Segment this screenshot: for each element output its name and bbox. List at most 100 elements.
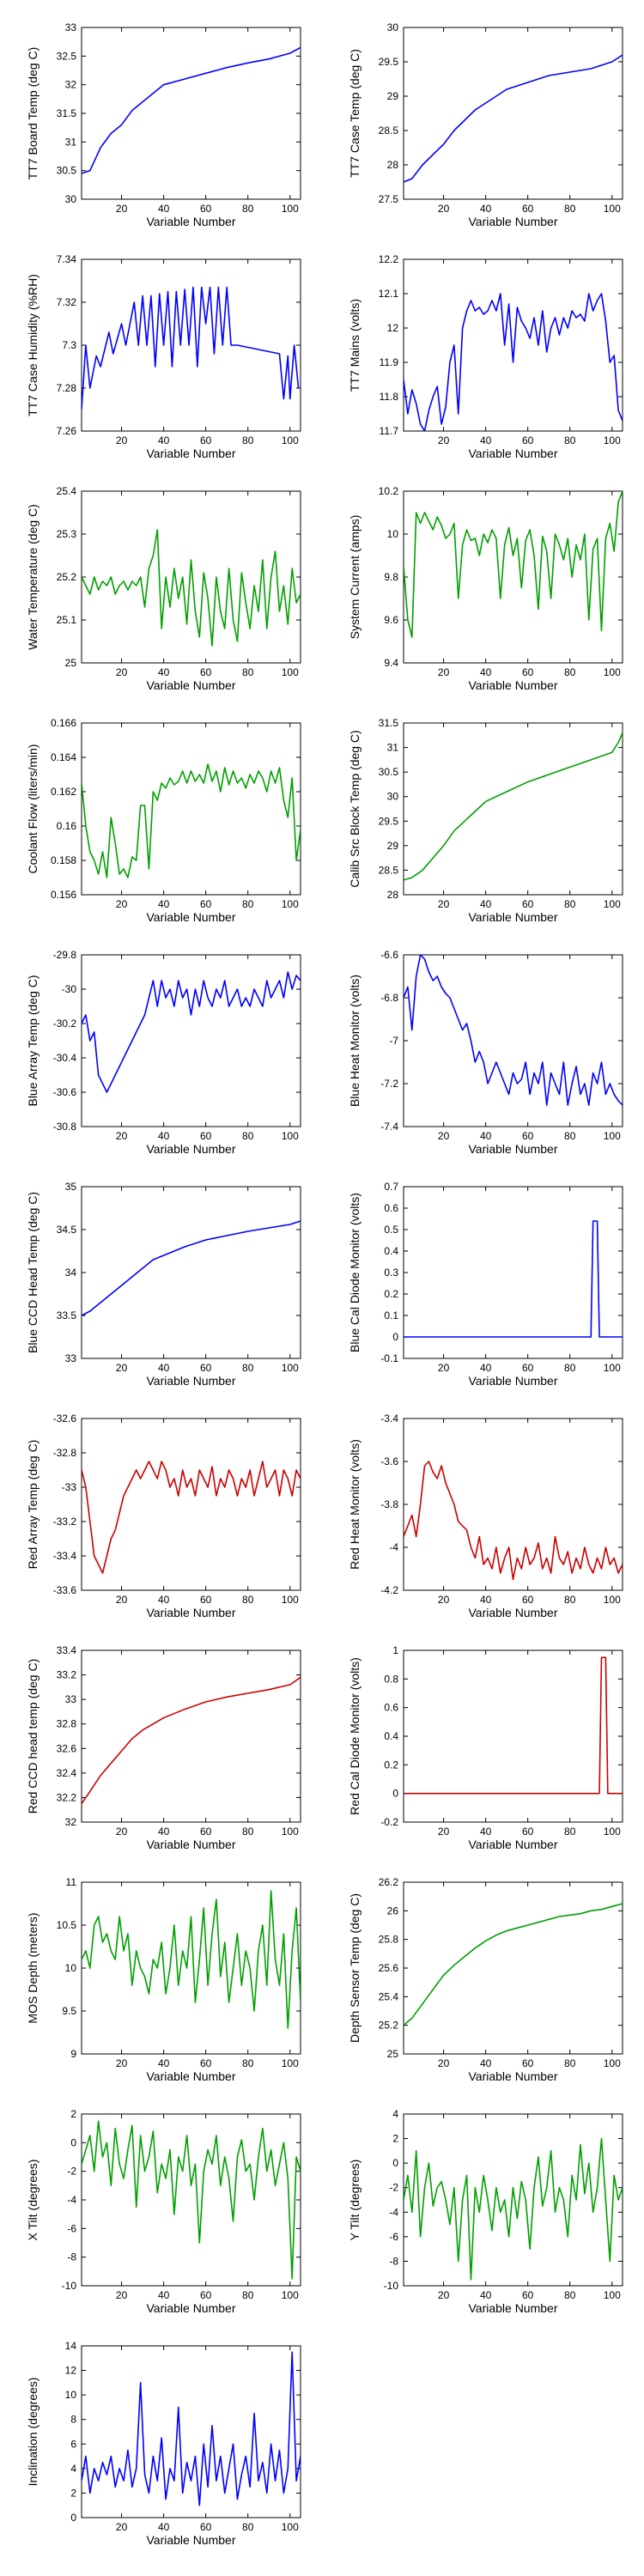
y-tick-label: 30 — [387, 21, 399, 33]
y-axis-label: Blue Cal Diode Monitor (volts) — [348, 1193, 361, 1352]
axes-frame — [403, 490, 623, 664]
y-tick-label: 10 — [65, 2389, 77, 2401]
y-tick-label: 33.4 — [57, 1644, 77, 1656]
x-tick-label: 40 — [158, 1362, 170, 1374]
y-tick-label: 11 — [66, 1876, 77, 1888]
x-tick-label: 80 — [564, 2289, 576, 2301]
x-tick-label: 40 — [158, 2289, 170, 2301]
x-tick-label: 60 — [522, 2057, 534, 2069]
subplot-7: 0.156 0.158 0.16 0.162 0.164 0.166 20 40 60 80 100… — [0, 708, 322, 939]
series-line — [82, 1220, 301, 1316]
x-tick-label: 100 — [604, 2289, 621, 2301]
y-tick-label: -0.1 — [380, 1352, 398, 1364]
y-tick-label: 0.2 — [384, 1759, 398, 1771]
y-tick-label: 33.5 — [57, 1309, 77, 1321]
y-axis-label: Y Tilt (degrees) — [348, 2160, 361, 2241]
series-line — [82, 1461, 301, 1574]
y-tick-label: 31.5 — [57, 107, 77, 119]
x-axis-label: Variable Number — [146, 215, 235, 228]
y-tick-label: 31.5 — [379, 717, 399, 729]
y-tick-label: 7.32 — [57, 296, 77, 308]
y-axis-label: Red Heat Monitor (volts) — [348, 1439, 361, 1570]
subplot-5: 25 25.1 25.2 25.3 25.4 20 40 60 80 100 Variable Nu… — [0, 476, 322, 708]
y-tick-label: 32.8 — [57, 1718, 77, 1730]
series-line — [82, 46, 301, 174]
x-tick-label: 80 — [242, 2521, 254, 2533]
subplot-6: 9.4 9.6 9.8 10 10.2 20 40 60 80 100 Variable Numbe… — [322, 476, 644, 708]
y-tick-label: -30.8 — [53, 1121, 77, 1133]
x-tick-label: 60 — [522, 1362, 534, 1374]
subplot-4: 11.7 11.8 11.9 12 12.1 12.2 20 40 60 80 100 Variabl… — [322, 244, 644, 476]
x-tick-label: 60 — [522, 898, 534, 910]
x-axis-label: Variable Number — [468, 910, 557, 924]
y-tick-label: 29 — [387, 90, 399, 102]
y-tick-label: 33.2 — [57, 1669, 77, 1681]
y-tick-label: 32.5 — [57, 50, 77, 62]
x-tick-label: 40 — [480, 2057, 492, 2069]
x-tick-label: 20 — [116, 434, 128, 447]
y-axis-label: Blue CCD Head Temp (deg C) — [26, 1192, 39, 1353]
chart-svg: 0.156 0.158 0.16 0.162 0.164 0.166 20 40 60 80 100… — [26, 717, 301, 924]
chart-svg: -10 -8 -6 -4 -2 0 2 4 20 40 60 80 100 Variable Number… — [348, 2108, 623, 2315]
y-tick-label: 31 — [387, 742, 399, 754]
y-tick-label: 25.8 — [379, 1934, 399, 1946]
y-tick-label: 0.1 — [384, 1309, 398, 1321]
series-line — [82, 2120, 301, 2280]
y-tick-label: -6 — [67, 2222, 76, 2234]
y-tick-label: 25.3 — [57, 528, 77, 540]
x-tick-label: 60 — [522, 434, 534, 447]
x-tick-label: 60 — [200, 203, 212, 215]
y-tick-label: -29.8 — [53, 949, 77, 961]
series-line — [404, 491, 623, 638]
y-tick-label: 25.2 — [379, 2020, 399, 2032]
chart-svg: -33.6 -33.4 -33.2 -33 -32.8 -32.6 20 40 60 80 100 V… — [26, 1413, 301, 1619]
subplot-18: 25 25.2 25.4 25.6 25.8 26 26.2 20 40 60 80 100 Varia… — [322, 1867, 644, 2099]
x-tick-label: 40 — [480, 434, 492, 447]
x-tick-label: 60 — [522, 2289, 534, 2301]
y-axis-label: TT7 Board Temp (deg C) — [26, 47, 39, 180]
subplot-10: -7.4 -7.2 -7 -6.8 -6.6 20 40 60 80 100 Variable Nu… — [322, 939, 644, 1171]
y-axis-label: System Current (amps) — [348, 515, 361, 640]
y-axis-label: Inclination (degrees) — [26, 2378, 39, 2487]
y-tick-label: -4.2 — [380, 1584, 398, 1596]
chart-svg: 9.4 9.6 9.8 10 10.2 20 40 60 80 100 Variable Numbe… — [348, 485, 623, 692]
y-tick-label: 28 — [387, 889, 399, 901]
y-tick-label: -30.2 — [53, 1018, 77, 1030]
axes-frame — [403, 1186, 623, 1359]
y-tick-label: -3.4 — [380, 1413, 398, 1425]
y-tick-label: 4 — [70, 2463, 76, 2475]
chart-svg: 30 30.5 31 31.5 32 32.5 33 20 40 60 80 100 Variable … — [26, 21, 301, 228]
series-line — [404, 1656, 623, 1795]
x-tick-label: 80 — [242, 1594, 254, 1606]
chart-svg: 0 2 4 6 8 10 12 14 20 40 60 80 100 Variable Number Inc… — [26, 2340, 301, 2547]
x-tick-label: 100 — [282, 2057, 299, 2069]
y-tick-label: 7.34 — [57, 253, 77, 265]
x-tick-label: 20 — [116, 2521, 128, 2533]
x-tick-label: 40 — [480, 1594, 492, 1606]
y-tick-label: 25.6 — [379, 1962, 399, 1974]
y-tick-label: 30.5 — [379, 766, 399, 778]
series-line — [82, 1676, 301, 1805]
x-tick-label: 100 — [604, 1130, 621, 1142]
y-tick-label: 11.7 — [380, 425, 399, 437]
y-axis-label: Blue Heat Monitor (volts) — [348, 975, 361, 1107]
x-tick-label: 80 — [564, 203, 576, 215]
subplot-16: -0.2 0 0.2 0.4 0.6 0.8 1 20 40 60 80 100 Variable Nu… — [322, 1635, 644, 1867]
y-tick-label: 0.4 — [384, 1730, 398, 1742]
x-tick-label: 40 — [158, 1594, 170, 1606]
x-tick-label: 80 — [564, 2057, 576, 2069]
y-tick-label: 11.8 — [380, 391, 399, 403]
y-tick-label: 0.16 — [57, 820, 77, 832]
y-tick-label: 30.5 — [57, 165, 77, 177]
x-tick-label: 60 — [200, 434, 212, 447]
x-axis-label: Variable Number — [468, 1374, 557, 1388]
axes-frame — [403, 722, 623, 896]
y-tick-label: 2 — [70, 2487, 76, 2499]
axes-frame — [81, 1649, 301, 1823]
subplot-14: -4.2 -4 -3.8 -3.6 -3.4 20 40 60 80 100 Variable Nu… — [322, 1403, 644, 1635]
subplot-3: 7.26 7.28 7.3 7.32 7.34 20 40 60 80 100 Variable N… — [0, 244, 322, 476]
axes-frame — [403, 27, 623, 200]
y-tick-label: 32 — [65, 1816, 77, 1828]
y-axis-label: Coolant Flow (liters/min) — [26, 744, 39, 874]
y-tick-label: 0.5 — [384, 1224, 398, 1236]
